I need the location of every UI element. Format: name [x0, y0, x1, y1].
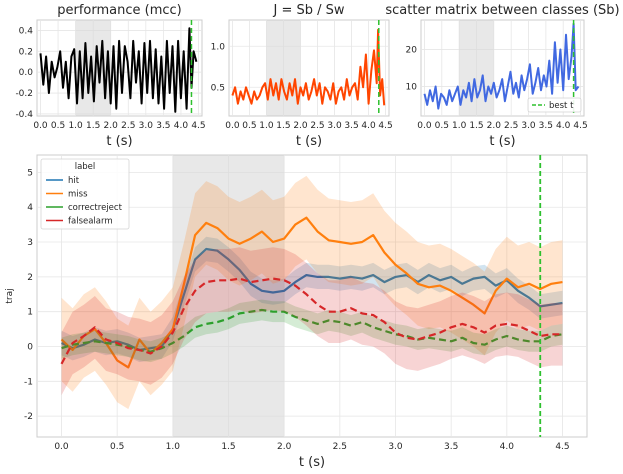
chart-title: performance (mcc) — [57, 3, 182, 18]
x-tick-label: 3.5 — [344, 121, 358, 131]
x-tick-label: 3.5 — [444, 442, 458, 452]
x-tick-label: 4.5 — [191, 121, 205, 131]
shaded-window — [459, 20, 494, 116]
x-tick-label: 4.0 — [500, 442, 515, 452]
y-tick-label: 0.5 — [211, 83, 225, 93]
chart-0: 0.0 0.5 1.0 1.5 2.0 2.5 3.0 3.5 4.0 4.5-0.4-0.20.… — [15, 3, 205, 149]
chart-3: 0.0 0.5 1.0 1.5 2.0 2.5 3.0 3.5 4.0 4.5 -2 -1 0 1 2 3 4 5… — [5, 154, 588, 470]
x-tick-label: 1.5 — [276, 121, 290, 131]
x-tick-label: 0.0 — [225, 121, 240, 131]
x-tick-label: 0.5 — [51, 121, 65, 131]
legend-box — [40, 158, 130, 230]
x-tick-label: 2.0 — [277, 442, 292, 452]
x-tick-label: 1.5 — [221, 442, 235, 452]
x-tick-label: 0.5 — [242, 121, 256, 131]
legend-title: label — [75, 162, 96, 172]
series-line — [423, 22, 580, 110]
x-tick-label: 1.5 — [469, 121, 483, 131]
legend-box — [527, 97, 582, 113]
x-tick-label: 1.0 — [68, 121, 83, 131]
x-axis-label: t (s) — [299, 455, 325, 470]
legend-label: hit — [68, 176, 80, 186]
legend-label: best t — [549, 101, 574, 111]
y-tick-label: 0.0 — [19, 68, 34, 78]
x-tick-label: 1.5 — [86, 121, 100, 131]
x-tick-label: 3.5 — [156, 121, 170, 131]
x-tick-label: 2.5 — [310, 121, 324, 131]
y-tick-label: 2 — [27, 273, 33, 283]
chart-1: 0.0 0.5 1.0 1.5 2.0 2.5 3.0 3.5 4.0 4.50.51.0J = … — [211, 3, 393, 149]
y-tick-label: -2 — [24, 412, 33, 422]
chart-2: 0.0 0.5 1.0 1.5 2.0 2.5 3.0 3.5 4.0 4.5 10 20 scatte… — [385, 3, 619, 149]
x-tick-label: 4.5 — [573, 121, 587, 131]
x-tick-label: 3.0 — [521, 121, 536, 131]
x-tick-label: 0.0 — [54, 442, 69, 452]
x-tick-label: 3.5 — [539, 121, 553, 131]
shaded-window — [266, 20, 301, 116]
confidence-band — [61, 247, 563, 396]
x-axis-label: t (s) — [106, 134, 132, 149]
y-tick-label: 20 — [406, 46, 418, 56]
x-tick-label: 2.0 — [104, 121, 119, 131]
y-tick-label: 3 — [27, 238, 33, 248]
series-line — [231, 28, 386, 106]
x-axis-label: t (s) — [296, 134, 322, 149]
shaded-window — [172, 155, 285, 437]
x-tick-label: 4.5 — [555, 442, 569, 452]
confidence-band — [61, 236, 563, 363]
x-tick-label: 0.5 — [435, 121, 449, 131]
y-tick-label: 1.0 — [211, 42, 226, 52]
y-tick-label: 5 — [27, 168, 33, 178]
series-line — [60, 277, 563, 365]
legend-label: correctreject — [68, 203, 123, 213]
x-tick-label: 3.0 — [139, 121, 154, 131]
x-tick-label: 4.0 — [361, 121, 376, 131]
x-tick-label: 3.0 — [388, 442, 403, 452]
legend-label: falsealarm — [68, 217, 113, 227]
y-tick-label: 0 — [27, 342, 33, 352]
chart-title: scatter matrix between classes (Sb) — [385, 3, 619, 18]
x-tick-label: 2.0 — [293, 121, 308, 131]
y-axis-label: traj — [5, 288, 15, 303]
x-tick-label: 2.0 — [487, 121, 502, 131]
x-tick-label: 0.0 — [33, 121, 48, 131]
chart-title: J = Sb / Sw — [272, 3, 344, 18]
x-tick-label: 3.0 — [327, 121, 342, 131]
x-tick-label: 4.0 — [556, 121, 571, 131]
x-tick-label: 2.5 — [121, 121, 135, 131]
x-tick-label: 1.0 — [259, 121, 274, 131]
y-tick-label: 0.2 — [19, 47, 33, 57]
x-tick-label: 2.5 — [504, 121, 518, 131]
y-tick-label: -0.4 — [15, 110, 33, 120]
confidence-band — [61, 299, 563, 363]
x-tick-label: 0.0 — [417, 121, 432, 131]
series-line — [39, 27, 198, 113]
legend-label: miss — [68, 190, 88, 200]
x-tick-label: 4.5 — [378, 121, 392, 131]
y-tick-label: -1 — [24, 377, 33, 387]
series-line — [60, 216, 563, 369]
confidence-band — [61, 175, 563, 410]
x-tick-label: 1.0 — [166, 442, 181, 452]
y-tick-label: 0.4 — [19, 26, 34, 36]
x-axis-label: t (s) — [489, 134, 515, 149]
x-tick-label: 1.0 — [452, 121, 467, 131]
series-line — [61, 247, 563, 352]
x-tick-label: 0.5 — [110, 442, 124, 452]
x-tick-label: 4.0 — [174, 121, 189, 131]
y-tick-label: -0.2 — [15, 89, 33, 99]
y-tick-label: 1 — [27, 308, 33, 318]
y-tick-label: 10 — [406, 82, 418, 92]
x-tick-label: 2.5 — [333, 442, 347, 452]
y-tick-label: 4 — [27, 203, 33, 213]
